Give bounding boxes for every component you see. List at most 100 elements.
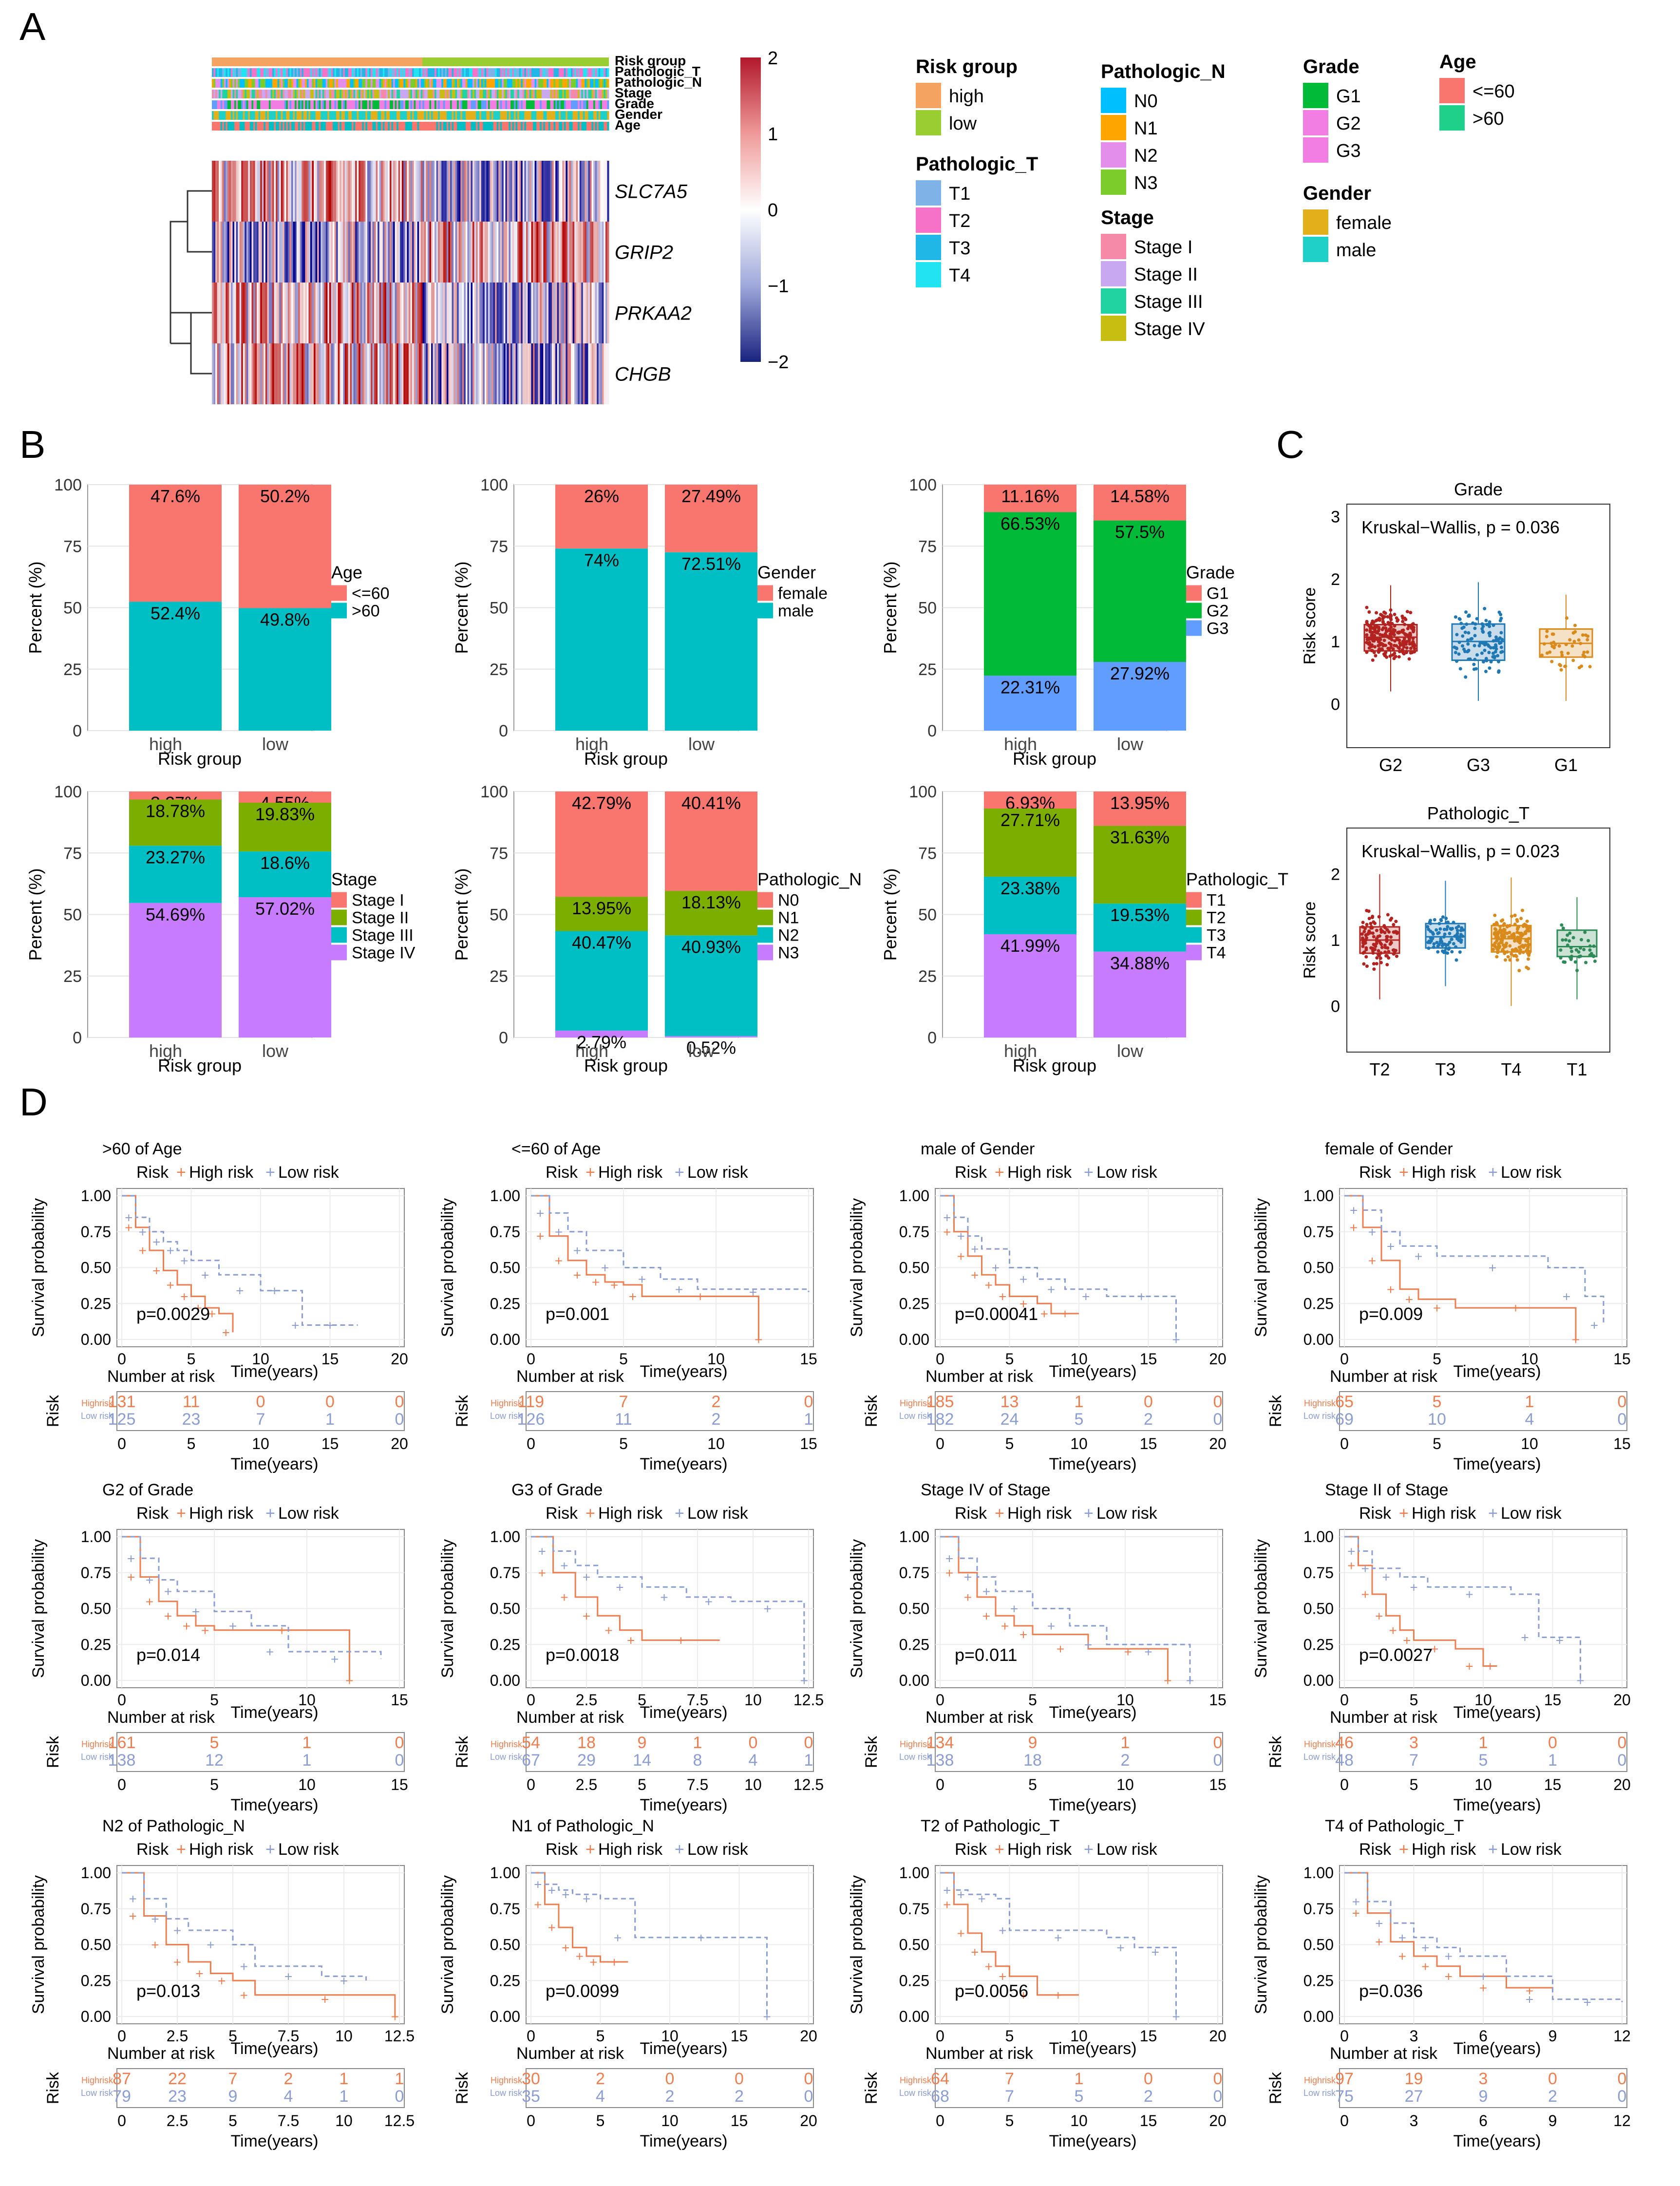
legend-label: T1 (1207, 891, 1226, 910)
heatmap-cell (552, 343, 554, 404)
annotation-cell (517, 122, 520, 131)
heatmap-cell (547, 283, 549, 343)
heatmap-cell (319, 161, 321, 222)
annotation-cell (491, 122, 494, 131)
annotation-cell (585, 90, 587, 98)
heatmap-cell (267, 161, 269, 222)
data-point (1395, 931, 1399, 935)
censor-mark: + (1019, 1296, 1027, 1311)
annotation-cell (289, 100, 292, 109)
censor-mark: + (536, 1229, 544, 1244)
y-axis-title: Survival probability (438, 1198, 457, 1337)
heatmap-cell (562, 283, 565, 343)
risk-count-low: 75 (1335, 2087, 1354, 2106)
annotation-cell (258, 111, 261, 120)
annotation-cell (384, 122, 387, 131)
x-tick-label: 0 (117, 1350, 126, 1368)
annotation-cell (363, 111, 366, 120)
annotation-cell (353, 100, 356, 109)
legend-label: High risk (189, 1504, 254, 1523)
data-point (1516, 926, 1520, 930)
km-curve-low-risk (122, 1195, 358, 1326)
heatmap-cell (600, 222, 603, 283)
x-tick-label: 0 (936, 1691, 944, 1709)
data-label: 0.52% (686, 1037, 736, 1057)
heatmap-cell (230, 222, 233, 283)
risk-count-high: 134 (926, 1734, 954, 1752)
annotation-cell (600, 90, 603, 98)
heatmap-cell (391, 343, 394, 404)
annotation-cell (283, 68, 285, 77)
risk-count-high: 0 (804, 2070, 813, 2088)
heatmap-cell (284, 161, 286, 222)
heatmap-cell (296, 283, 299, 343)
annotation-cell (510, 90, 513, 98)
annotation-cell (324, 100, 326, 109)
heatmap-cell (583, 222, 585, 283)
annotation-cell (281, 111, 283, 120)
annotation-cell (429, 68, 432, 77)
annotation-cell (379, 68, 381, 77)
annotation-cell (226, 100, 228, 109)
heatmap-cell (343, 343, 345, 404)
annotation-cell (531, 100, 533, 109)
legend-swatch (1101, 142, 1126, 168)
annotation-cell (232, 79, 235, 88)
annotation-cell (213, 90, 216, 98)
legend-marker: + (585, 1840, 595, 1859)
censor-mark: + (201, 1623, 209, 1638)
heatmap-cell (479, 283, 482, 343)
data-point (1491, 947, 1495, 951)
heatmap-cell (483, 283, 485, 343)
heatmap-cell (500, 283, 502, 343)
annotation-cell (420, 111, 423, 120)
annotation-cell (319, 111, 321, 120)
data-point (1404, 651, 1408, 655)
legend-marker: + (1488, 1163, 1498, 1182)
heatmap-cell (346, 283, 349, 343)
heatmap-cell (533, 161, 535, 222)
annotation-cell (391, 100, 394, 109)
annotation-cell (277, 68, 280, 77)
data-point (1527, 929, 1530, 933)
annotation-cell (555, 100, 558, 109)
heatmap-cell (408, 222, 411, 283)
heatmap-cell (538, 283, 540, 343)
annotation-cell (600, 100, 603, 109)
annotation-cell (502, 100, 504, 109)
annotation-cell (486, 111, 489, 120)
heatmap-cell (325, 222, 328, 283)
annotation-cell (268, 111, 271, 120)
data-point (1494, 635, 1498, 639)
data-point (1515, 918, 1519, 922)
heatmap-cell (502, 283, 504, 343)
annotation-cell (232, 90, 235, 98)
annotation-cell (564, 79, 566, 88)
annotation-cell (295, 79, 297, 88)
annotation-cell (512, 79, 514, 88)
risk-row-label: Highrisk (1304, 2075, 1336, 2085)
annotation-cell (296, 79, 299, 88)
x-axis-title: Time(years) (1453, 2132, 1541, 2150)
y-tick-label: 25 (63, 967, 82, 986)
x-tick-label: 5 (228, 2112, 237, 2129)
heatmap-cell (384, 283, 387, 343)
data-point (1369, 946, 1373, 950)
annotation-cell (407, 68, 409, 77)
risk-axis-label: Risk (862, 1735, 881, 1768)
censor-mark: + (194, 1300, 202, 1316)
data-point (1560, 923, 1564, 927)
censor-mark: + (229, 1619, 237, 1634)
heatmap-cell (295, 343, 297, 404)
y-tick-label: 0.00 (899, 1331, 929, 1348)
x-tick-label: high (1004, 1041, 1037, 1061)
annotation-cell (350, 111, 352, 120)
data-point (1565, 616, 1568, 620)
data-point (1545, 651, 1549, 655)
data-point (1520, 934, 1524, 938)
annotation-cell (510, 111, 513, 120)
annotation-cell (512, 90, 514, 98)
censor-mark: + (1019, 1988, 1027, 2003)
heatmap-cell (243, 222, 245, 283)
